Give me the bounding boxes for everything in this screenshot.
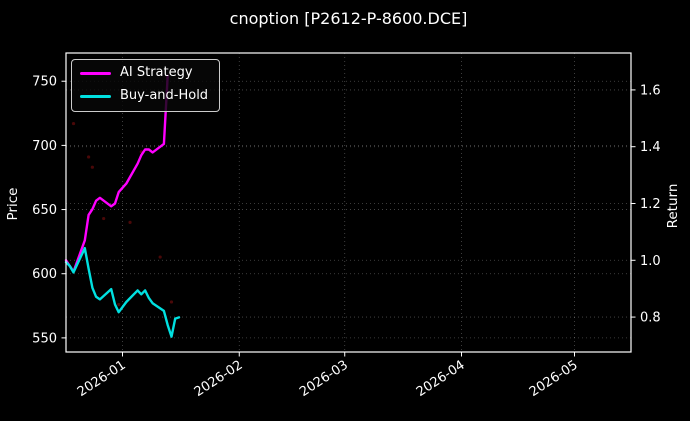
scatter-dot (117, 302, 121, 307)
legend-label: Buy-and-Hold (120, 87, 209, 103)
scatter-dot (87, 155, 91, 159)
legend: AI Strategy Buy-and-Hold (71, 59, 221, 112)
price-tick-label: 650 (32, 203, 57, 218)
legend-item-ai-strategy: AI Strategy (80, 65, 208, 81)
ai-strategy-line (64, 74, 169, 273)
price-tick-label: 600 (32, 267, 57, 282)
price-tick-label: 750 (32, 75, 57, 90)
chart-title: cnoption [P2612-P-8600.DCE] (229, 9, 468, 28)
date-tick-label: 2026-04 (414, 358, 468, 400)
return-tick-label: 1.2 (640, 197, 661, 212)
scatter-dot (128, 220, 132, 224)
scatter-dot (102, 216, 106, 221)
right-axis-label: Return (665, 183, 681, 229)
legend-label: AI Strategy (120, 65, 193, 80)
legend-item-buy-and-hold: Buy-and-Hold (80, 87, 209, 104)
return-tick-label: 1.0 (640, 254, 661, 269)
scatter-dot (158, 255, 162, 259)
scatter-dot (90, 165, 94, 169)
return-tick-label: 0.8 (640, 311, 661, 326)
ai-strategy-line-swatch (80, 71, 111, 75)
date-tick-label: 2026-03 (297, 358, 351, 400)
date-tick-label: 2026-02 (192, 358, 246, 400)
return-tick-label: 1.4 (640, 140, 661, 155)
price-tick-label: 550 (32, 331, 57, 346)
scatter-dot (71, 121, 76, 126)
return-tick-label: 1.6 (640, 83, 661, 98)
plot-border (65, 52, 632, 353)
buy-and-hold-line (64, 246, 181, 338)
buy-and-hold-line-swatch (80, 94, 111, 98)
date-tick-label: 2026-05 (527, 358, 581, 400)
date-tick-label: 2026-01 (75, 358, 129, 400)
left-axis-label: Price (5, 187, 21, 221)
price-tick-label: 700 (32, 139, 57, 154)
scatter-dot (169, 300, 174, 304)
